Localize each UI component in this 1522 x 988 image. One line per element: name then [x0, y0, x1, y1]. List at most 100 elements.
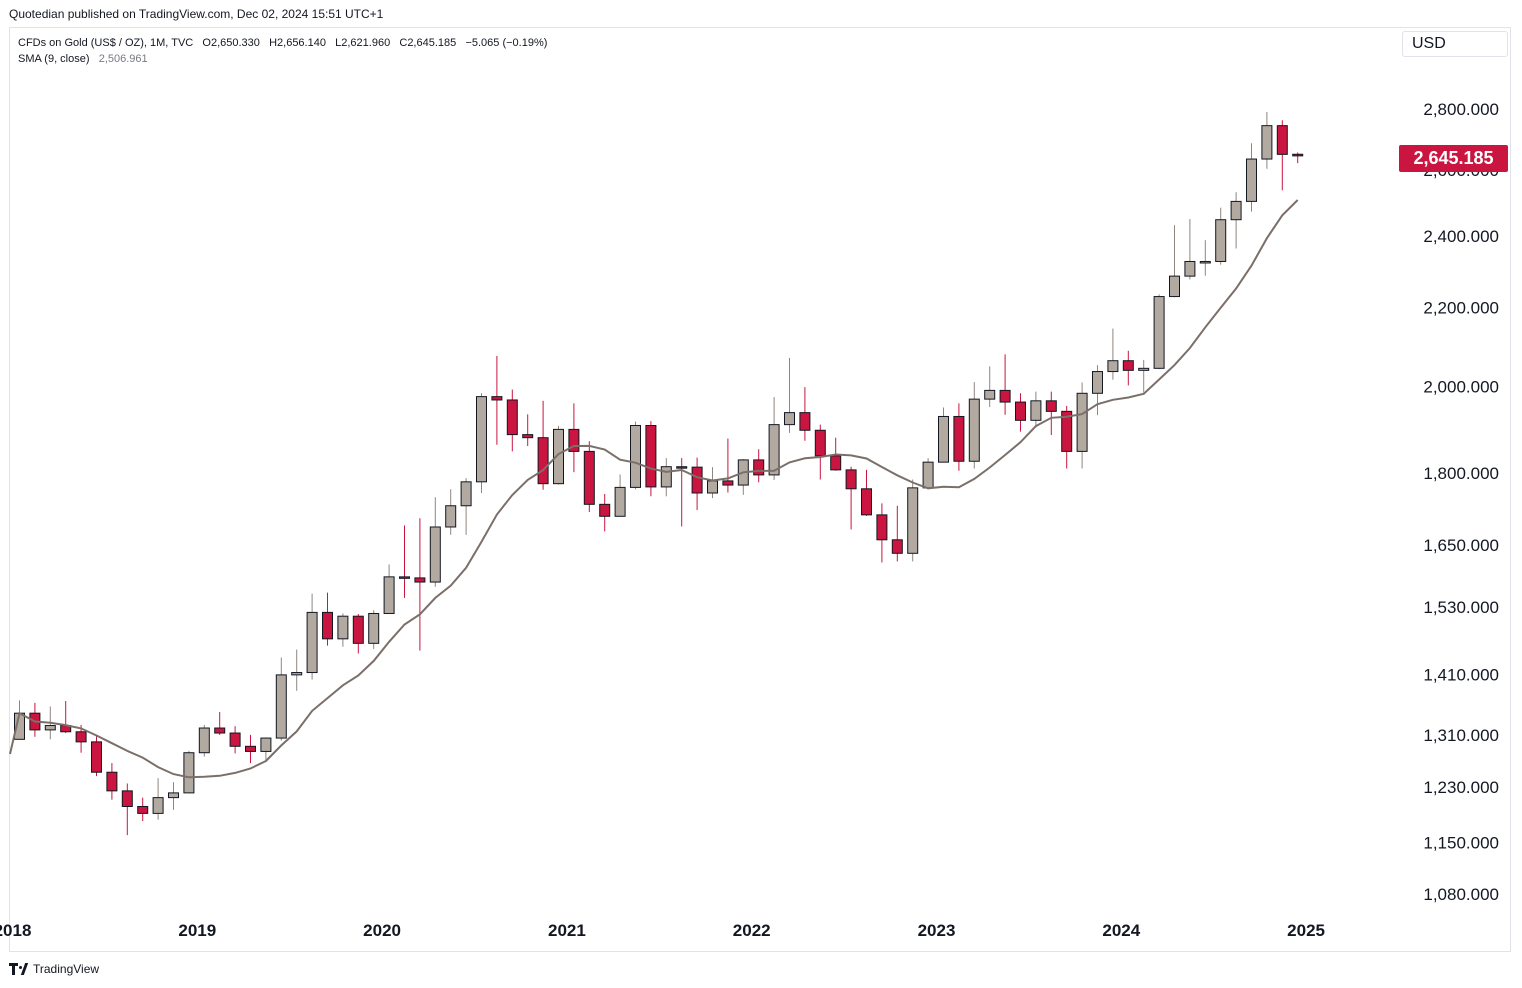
candle-body	[1122, 360, 1134, 371]
candle-body	[722, 480, 734, 486]
candle[interactable]	[506, 389, 518, 452]
candle[interactable]	[399, 525, 410, 598]
candle[interactable]	[383, 564, 395, 615]
candle[interactable]	[168, 782, 179, 810]
candle-body	[1138, 367, 1150, 371]
candle[interactable]	[245, 734, 256, 764]
candle-body	[1107, 360, 1119, 373]
candle-body	[245, 745, 256, 752]
currency-selector[interactable]: USD	[1402, 31, 1508, 57]
candle[interactable]	[429, 497, 441, 587]
candle[interactable]	[938, 407, 949, 463]
candle[interactable]	[121, 783, 133, 836]
candle-body	[260, 737, 272, 752]
candle[interactable]	[568, 403, 580, 473]
candle[interactable]	[106, 763, 118, 800]
candle[interactable]	[891, 505, 903, 562]
candle[interactable]	[476, 393, 487, 493]
candle[interactable]	[660, 458, 672, 497]
candle[interactable]	[260, 737, 272, 762]
candle[interactable]	[768, 397, 780, 480]
candle-body	[306, 611, 318, 674]
candle[interactable]	[968, 382, 980, 469]
price-tick-label: 2,000.000	[1423, 377, 1499, 396]
candle[interactable]	[445, 489, 457, 535]
candle-body	[137, 805, 149, 814]
candle[interactable]	[845, 466, 857, 530]
candle[interactable]	[352, 614, 364, 654]
candle[interactable]	[1015, 393, 1026, 432]
candle[interactable]	[1153, 294, 1165, 370]
candle[interactable]	[1215, 207, 1227, 265]
candle[interactable]	[75, 724, 87, 753]
candle[interactable]	[583, 441, 595, 512]
candle[interactable]	[522, 414, 534, 447]
candle[interactable]	[1261, 111, 1273, 169]
candle[interactable]	[1030, 391, 1042, 428]
price-tick-label: 1,310.000	[1423, 726, 1499, 745]
candle[interactable]	[229, 726, 241, 754]
candle[interactable]	[999, 354, 1011, 415]
candle[interactable]	[291, 649, 303, 691]
candle[interactable]	[953, 403, 965, 471]
sma-label[interactable]: SMA (9, close)	[18, 53, 90, 65]
candle[interactable]	[599, 493, 611, 532]
candle[interactable]	[1246, 143, 1257, 212]
candle[interactable]	[1230, 192, 1242, 249]
candle-body	[768, 424, 780, 476]
candle[interactable]	[1169, 225, 1180, 298]
candle[interactable]	[784, 357, 795, 433]
candle[interactable]	[722, 438, 734, 493]
symbol-label[interactable]: CFDs on Gold (US$ / OZ), 1M, TVC	[18, 37, 194, 49]
candle[interactable]	[152, 778, 164, 820]
candle[interactable]	[275, 657, 287, 741]
candle[interactable]	[799, 387, 811, 441]
time-tick-label: 2019	[178, 921, 216, 940]
candle[interactable]	[368, 610, 380, 649]
candle[interactable]	[984, 366, 996, 408]
candle[interactable]	[91, 735, 102, 777]
candle[interactable]	[491, 355, 503, 445]
candle[interactable]	[922, 458, 934, 490]
candle[interactable]	[198, 724, 210, 757]
candle[interactable]	[737, 459, 749, 495]
candle[interactable]	[460, 478, 472, 535]
candle[interactable]	[537, 400, 549, 490]
candle[interactable]	[1092, 365, 1103, 416]
tradingview-brand[interactable]: TradingView	[9, 962, 99, 976]
candle[interactable]	[306, 593, 318, 680]
candle[interactable]	[1045, 391, 1057, 436]
candle[interactable]	[14, 700, 25, 740]
candle[interactable]	[614, 474, 626, 517]
candle[interactable]	[1076, 382, 1088, 469]
candle[interactable]	[691, 457, 703, 511]
candle-body	[1169, 275, 1180, 298]
candle[interactable]	[861, 469, 872, 516]
candle[interactable]	[814, 424, 826, 480]
candle[interactable]	[1199, 240, 1211, 276]
candle[interactable]	[907, 479, 919, 562]
candle[interactable]	[1122, 350, 1134, 386]
candle[interactable]	[707, 467, 718, 499]
candle[interactable]	[1184, 219, 1196, 280]
candle[interactable]	[753, 449, 765, 483]
candle[interactable]	[1138, 359, 1150, 393]
candle[interactable]	[322, 592, 333, 646]
candle[interactable]	[876, 503, 888, 563]
candle[interactable]	[676, 458, 688, 527]
candle[interactable]	[1107, 328, 1119, 380]
candle[interactable]	[645, 421, 657, 497]
candle[interactable]	[60, 701, 72, 734]
candle[interactable]	[183, 750, 195, 794]
candle[interactable]	[1276, 120, 1288, 191]
candle-body	[953, 415, 965, 462]
candle-body	[999, 389, 1011, 403]
candle[interactable]	[630, 421, 641, 490]
candle[interactable]	[414, 518, 426, 651]
candle[interactable]	[137, 797, 149, 822]
candle[interactable]	[337, 613, 349, 647]
candle[interactable]	[1292, 152, 1304, 164]
candle[interactable]	[214, 711, 226, 735]
open-value: O2,650.330	[202, 37, 260, 49]
